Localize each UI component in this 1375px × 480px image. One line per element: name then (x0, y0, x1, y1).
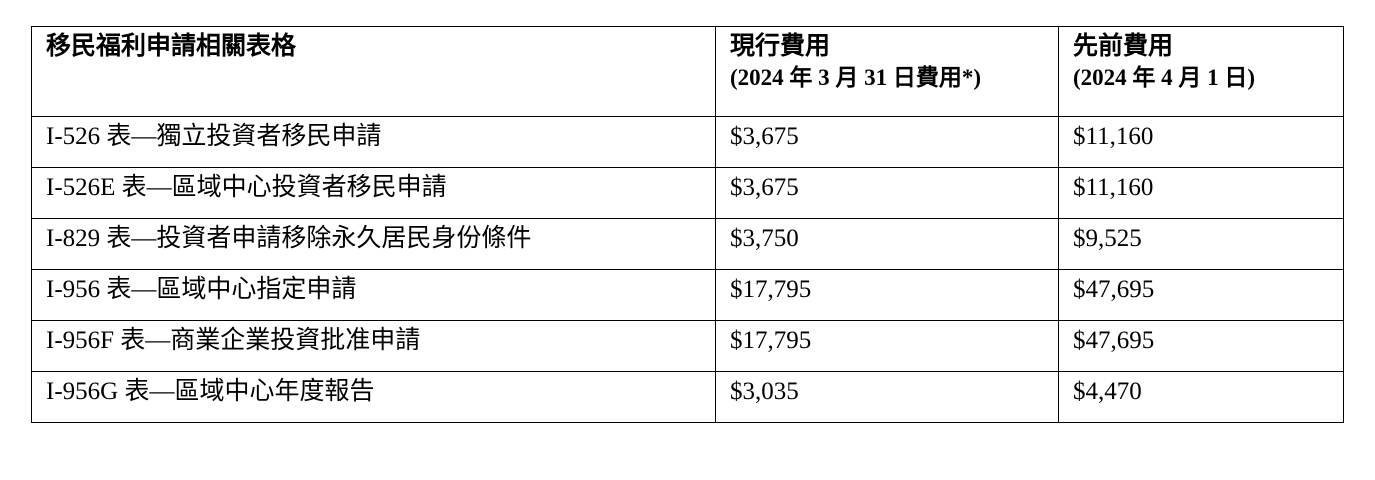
table-row: I-956G 表—區域中心年度報告 $3,035 $4,470 (31, 371, 1344, 423)
header-previous-fee: 先前費用 (2024 年 4 月 1 日) (1058, 26, 1344, 117)
cell-form: I-956F 表—商業企業投資批准申請 (31, 320, 716, 372)
cell-previous: $47,695 (1058, 320, 1344, 372)
table-row: I-526E 表—區域中心投資者移民申請 $3,675 $11,160 (31, 167, 1344, 219)
header-subtitle: (2024 年 4 月 1 日) (1073, 65, 1256, 90)
cell-current: $3,750 (715, 218, 1059, 270)
header-current-fee: 現行費用 (2024 年 3 月 31 日費用*) (715, 26, 1059, 117)
cell-previous: $9,525 (1058, 218, 1344, 270)
table-row: I-526 表—獨立投資者移民申請 $3,675 $11,160 (31, 116, 1344, 168)
cell-current: $17,795 (715, 269, 1059, 321)
cell-current: $3,675 (715, 116, 1059, 168)
table-header-row: 移民福利申請相關表格 現行費用 (2024 年 3 月 31 日費用*) 先前費用… (31, 26, 1344, 117)
fee-table: 移民福利申請相關表格 現行費用 (2024 年 3 月 31 日費用*) 先前費用… (31, 26, 1344, 423)
header-title: 移民福利申請相關表格 (46, 33, 297, 60)
cell-form: I-956 表—區域中心指定申請 (31, 269, 716, 321)
cell-form: I-956G 表—區域中心年度報告 (31, 371, 716, 423)
cell-current: $3,675 (715, 167, 1059, 219)
header-title: 先前費用 (1073, 33, 1174, 60)
cell-current: $17,795 (715, 320, 1059, 372)
cell-previous: $11,160 (1058, 167, 1344, 219)
header-subtitle: (2024 年 3 月 31 日費用*) (730, 65, 982, 90)
header-forms: 移民福利申請相關表格 (31, 26, 716, 117)
cell-form: I-526 表—獨立投資者移民申請 (31, 116, 716, 168)
cell-current: $3,035 (715, 371, 1059, 423)
cell-form: I-526E 表—區域中心投資者移民申請 (31, 167, 716, 219)
table-row: I-956 表—區域中心指定申請 $17,795 $47,695 (31, 269, 1344, 321)
cell-previous: $47,695 (1058, 269, 1344, 321)
cell-previous: $4,470 (1058, 371, 1344, 423)
table-row: I-829 表—投資者申請移除永久居民身份條件 $3,750 $9,525 (31, 218, 1344, 270)
table-row: I-956F 表—商業企業投資批准申請 $17,795 $47,695 (31, 320, 1344, 372)
cell-form: I-829 表—投資者申請移除永久居民身份條件 (31, 218, 716, 270)
cell-previous: $11,160 (1058, 116, 1344, 168)
header-title: 現行費用 (730, 33, 831, 60)
